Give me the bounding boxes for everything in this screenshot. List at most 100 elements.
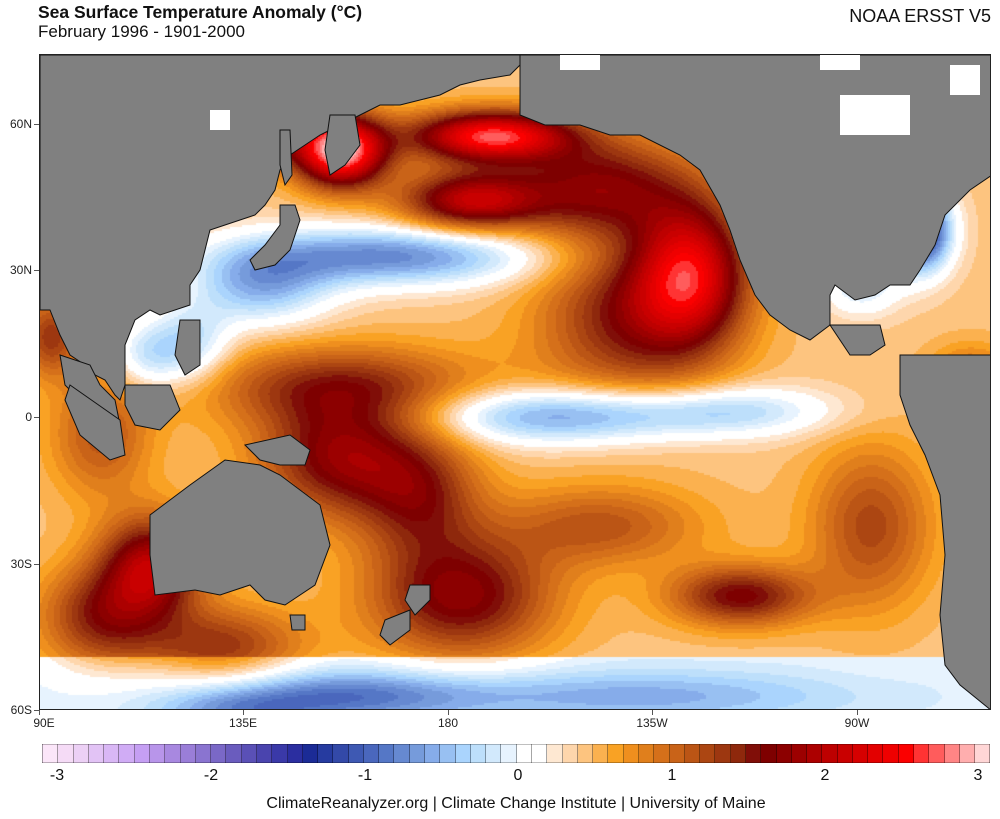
colorbar-segment	[226, 744, 242, 763]
colorbar-segment	[134, 744, 150, 763]
credit-footer: ClimateReanalyzer.org | Climate Change I…	[266, 795, 766, 812]
colorbar-segment	[562, 744, 578, 763]
colorbar-segment	[379, 744, 395, 763]
colorbar-segment	[409, 744, 426, 763]
y-tick-label-60n: 60N	[9, 117, 32, 131]
colorbar-segment	[807, 744, 823, 763]
x-tick-90e	[39, 710, 40, 715]
land-nz-south	[379, 609, 411, 646]
colorbar-label-2: 2	[820, 767, 830, 784]
colorbar-segment	[119, 744, 135, 763]
colorbar-label-neg2: -2	[203, 767, 219, 784]
colorbar-segment	[593, 744, 609, 763]
y-tick-60s	[34, 710, 39, 711]
colorbar-segment	[516, 744, 532, 763]
y-tick-label-0: 0	[25, 410, 32, 424]
land-south-america	[899, 354, 990, 709]
colorbar-segment	[852, 744, 869, 763]
land-australia	[149, 459, 331, 606]
colorbar-segment	[547, 744, 563, 763]
x-tick-label-180: 180	[437, 716, 459, 730]
colorbar-segment	[638, 744, 655, 763]
colorbar-segment	[455, 744, 471, 763]
colorbar-segment	[272, 744, 288, 763]
chart-title: Sea Surface Temperature Anomaly (°C)	[38, 2, 363, 22]
colorbar-segment	[914, 744, 930, 763]
x-tick-label-90e: 90E	[33, 716, 55, 730]
land-central-america	[829, 324, 886, 356]
colorbar-segment	[684, 744, 701, 763]
land-mask	[40, 55, 990, 709]
y-tick-60n	[34, 124, 39, 125]
x-tick-180	[448, 710, 449, 715]
no-data-region	[840, 95, 910, 135]
colorbar-segment	[776, 744, 792, 763]
colorbar-segment	[73, 744, 89, 763]
colorbar-segment	[608, 744, 624, 763]
y-tick-30n	[34, 270, 39, 271]
colorbar-segment	[486, 744, 502, 763]
colorbar-segment	[363, 744, 380, 763]
colorbar-segment	[58, 744, 74, 763]
colorbar-segment	[348, 744, 364, 763]
y-tick-label-30s: 30S	[10, 557, 32, 571]
y-tick-label-60s: 60S	[10, 703, 32, 717]
colorbar-segment	[394, 744, 410, 763]
x-tick-135w	[652, 710, 653, 715]
colorbar-segment	[241, 744, 257, 763]
colorbar-segment	[532, 744, 548, 763]
colorbar-segment	[577, 744, 594, 763]
dataset-label: NOAA ERSST V5	[849, 6, 991, 26]
land-png	[244, 434, 311, 466]
x-tick-label-135w: 135W	[636, 716, 668, 730]
colorbar-segment	[761, 744, 777, 763]
colorbar-segment	[822, 744, 838, 763]
chart-subtitle: February 1996 - 1901-2000	[38, 22, 245, 41]
colorbar-segment	[898, 744, 915, 763]
land-nz-north	[404, 584, 431, 616]
colorbar-segment	[88, 744, 105, 763]
land-tasmania	[289, 614, 306, 631]
colorbar-segment	[42, 744, 59, 763]
colorbar-segment	[149, 744, 166, 763]
colorbar-label-1: 1	[667, 767, 677, 784]
colorbar-label-0: 0	[513, 767, 523, 784]
colorbar-segment	[654, 744, 670, 763]
colorbar-segment	[929, 744, 945, 763]
land-asia	[40, 55, 521, 401]
colorbar-segment	[715, 744, 731, 763]
colorbar-segment	[470, 744, 487, 763]
land-north-america	[519, 55, 990, 341]
colorbar-segment	[256, 744, 273, 763]
land-sakhalin	[279, 129, 293, 187]
land-philippines	[174, 319, 201, 376]
colorbar-segment	[318, 744, 334, 763]
colorbar	[42, 744, 991, 763]
y-tick-0	[34, 417, 39, 418]
colorbar-segment	[302, 744, 319, 763]
no-data-region	[560, 55, 600, 70]
x-tick-90w	[857, 710, 858, 715]
colorbar-segment	[883, 744, 899, 763]
colorbar-segment	[669, 744, 685, 763]
colorbar-segment	[180, 744, 196, 763]
colorbar-segment	[211, 744, 227, 763]
colorbar-segment	[440, 744, 456, 763]
colorbar-segment	[287, 744, 303, 763]
colorbar-segment	[165, 744, 181, 763]
colorbar-label-3: 3	[973, 767, 983, 784]
colorbar-segment	[730, 744, 746, 763]
colorbar-segment	[745, 744, 762, 763]
colorbar-segment	[959, 744, 976, 763]
colorbar-segment	[837, 744, 853, 763]
no-data-region	[210, 110, 230, 130]
land-borneo	[124, 384, 181, 431]
colorbar-segment	[944, 744, 960, 763]
colorbar-segment	[333, 744, 349, 763]
colorbar-segment	[623, 744, 639, 763]
x-tick-label-135e: 135E	[228, 716, 258, 730]
colorbar-segment	[791, 744, 808, 763]
colorbar-segment	[425, 744, 441, 763]
colorbar-segment	[868, 744, 884, 763]
sst-anomaly-map	[39, 54, 991, 710]
